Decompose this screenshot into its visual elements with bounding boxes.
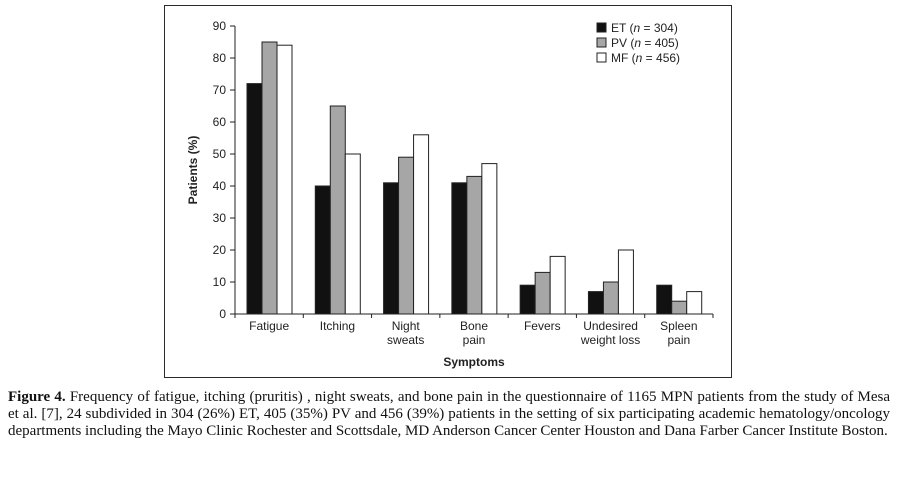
y-tick-label: 50 xyxy=(213,147,227,161)
x-tick-label: Night xyxy=(392,319,421,333)
caption-text: Frequency of fatigue, itching (pruritis)… xyxy=(8,389,890,439)
x-tick-label: sweats xyxy=(387,333,424,347)
bar-et xyxy=(656,284,673,315)
legend-swatch-pv xyxy=(596,37,607,48)
legend-entry-et: ET (n = 304) xyxy=(611,21,678,35)
x-axis-title: Symptoms xyxy=(443,355,505,369)
bar-mf xyxy=(481,163,498,315)
y-tick-label: 80 xyxy=(213,51,227,65)
legend-entry-pv: PV (n = 405) xyxy=(611,36,679,50)
bar-mf xyxy=(686,291,703,315)
bar-mf xyxy=(276,44,293,315)
y-axis-title: Patients (%) xyxy=(186,136,200,205)
y-tick-label: 10 xyxy=(213,275,227,289)
bar-pv xyxy=(534,271,551,315)
x-tick-label: Spleen xyxy=(660,319,697,333)
bar-et xyxy=(587,291,604,315)
bar-mf xyxy=(344,153,361,315)
y-tick-label: 90 xyxy=(213,19,227,33)
x-tick-label: Undesired xyxy=(583,319,638,333)
bar-pv xyxy=(466,175,483,315)
bar-et xyxy=(314,185,331,315)
legend-swatch-mf xyxy=(596,52,607,63)
bar-mf xyxy=(413,134,430,315)
x-tick-label: Itching xyxy=(320,319,355,333)
bar-et xyxy=(451,182,468,315)
x-tick-label: Fevers xyxy=(524,319,561,333)
x-tick-label: pain xyxy=(668,333,691,347)
bar-chart: 0 10 20 30 40 50 60 70 80 90 Fatigue Itching Nightsw… xyxy=(186,19,714,369)
y-tick-label: 20 xyxy=(213,243,227,257)
legend-entry-mf: MF (n = 456) xyxy=(611,51,680,65)
bar-et xyxy=(246,83,263,315)
bar-mf xyxy=(549,255,566,315)
bar-pv xyxy=(398,156,415,315)
y-tick-label: 0 xyxy=(219,307,226,321)
y-tick-label: 30 xyxy=(213,211,227,225)
x-tick-label: pain xyxy=(463,333,486,347)
y-tick-label: 40 xyxy=(213,179,227,193)
caption-label: Figure 4. xyxy=(8,389,66,405)
bar-mf xyxy=(617,249,634,315)
x-tick-label: Fatigue xyxy=(249,319,289,333)
bar-et xyxy=(519,284,536,315)
x-tick-label: Bone xyxy=(460,319,488,333)
y-tick-label: 70 xyxy=(213,83,227,97)
bar-et xyxy=(383,182,400,315)
bar-pv xyxy=(329,105,346,315)
x-tick-label: weight loss xyxy=(580,333,640,347)
bar-pv xyxy=(602,281,619,315)
y-tick-label: 60 xyxy=(213,115,227,129)
bar-pv xyxy=(671,300,688,315)
bar-pv xyxy=(261,41,278,315)
chart-frame: 0 10 20 30 40 50 60 70 80 90 Fatigue Itching Night sw… xyxy=(164,5,732,378)
figure-caption: Figure 4. Frequency of fatigue, itching … xyxy=(8,389,890,440)
legend-swatch-et xyxy=(596,22,607,33)
